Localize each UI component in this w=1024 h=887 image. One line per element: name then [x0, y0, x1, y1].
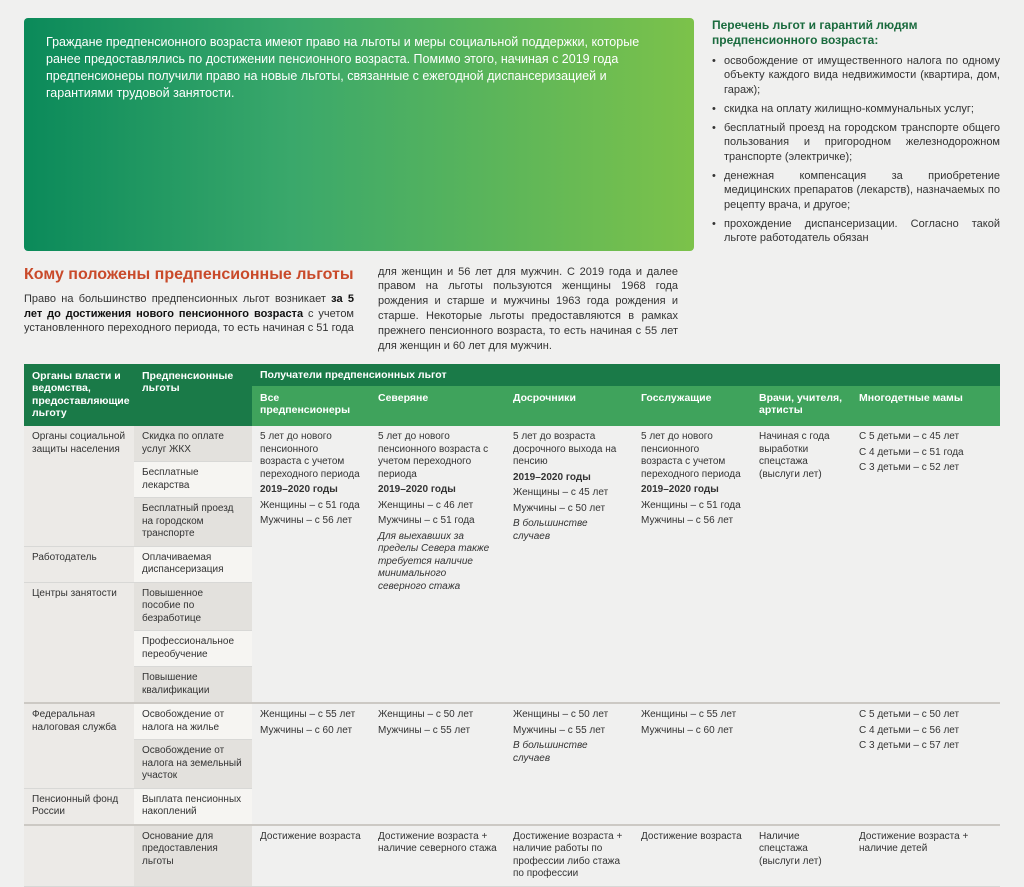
list-item: прохождение диспансеризации. Согласно та… [712, 217, 1000, 246]
cell-north: 5 лет до нового пенсионного возраста с у… [370, 426, 505, 703]
cell-doctors: Наличие спецстажа (выслуги лет) [751, 825, 851, 887]
text: Женщины – с 55 лет [260, 709, 362, 722]
text: С 3 детьми – с 52 лет [859, 462, 992, 475]
cell-benefit: Скидка по оплате услуг ЖКХ [134, 426, 252, 462]
cell-moms: С 5 детьми – с 50 лет С 4 детьми – с 56 … [851, 703, 1000, 825]
cell-benefit: Профессиональное переобучение [134, 631, 252, 667]
cell-all: Достижение возраста [252, 825, 370, 887]
text-bold: 2019–2020 годы [378, 484, 456, 495]
cell-moms: С 5 детьми – с 45 лет С 4 детьми – с 51 … [851, 426, 1000, 703]
th-doctors: Врачи, учителя, артисты [751, 386, 851, 426]
cell-early: Достижение возраста + наличие работы по … [505, 825, 633, 887]
intro-col-right: для женщин и 56 лет для мужчин. С 2019 г… [378, 265, 678, 354]
text: Мужчины – с 50 лет [513, 503, 625, 516]
cell-benefit: Выплата пенсионных накоплений [134, 788, 252, 825]
intro-col-left: Кому положены предпенсионные льготы Прав… [24, 265, 354, 354]
cell-north: Женщины – с 50 лет Мужчины – с 55 лет [370, 703, 505, 825]
text-italic: В большинстве случаев [513, 740, 588, 764]
table: Органы власти и ведомства, предоставляющ… [24, 364, 1000, 887]
text: Женщины – с 51 года [260, 500, 362, 513]
benefits-list: Перечень льгот и гарантий людям предпенс… [712, 18, 1000, 251]
cell-all: 5 лет до нового пенсионного возраста с у… [252, 426, 370, 703]
text: Женщины – с 55 лет [641, 709, 743, 722]
th-all: Все предпенсионеры [252, 386, 370, 426]
intro-para-right: для женщин и 56 лет для мужчин. С 2019 г… [378, 265, 678, 354]
text-bold: 2019–2020 годы [513, 472, 591, 483]
cell-moms: Достижение возраста + наличие детей [851, 825, 1000, 887]
text: Женщины – с 50 лет [378, 709, 497, 722]
cell-early: 5 лет до возраста досрочного выхода на п… [505, 426, 633, 703]
list-item: скидка на оплату жилищно-коммунальных ус… [712, 102, 1000, 116]
th-recipients: Получатели предпенсионных льгот [252, 364, 1000, 386]
intro-columns: Кому положены предпенсионные льготы Прав… [24, 265, 1000, 354]
cell-benefit: Оплачиваемая диспансеризация [134, 546, 252, 582]
cell-authority: Пенсионный фонд России [24, 788, 134, 825]
text: Право на большинство предпенсионных льго… [24, 293, 331, 305]
text: Женщины – с 51 года [641, 500, 743, 513]
text: Женщины – с 50 лет [513, 709, 625, 722]
cell-doctors: Начиная с года выработки спецстажа (высл… [751, 426, 851, 703]
th-early: Досрочники [505, 386, 633, 426]
spacer [702, 265, 1000, 354]
text-bold: 2019–2020 годы [641, 484, 719, 495]
top-row: Граждане предпенсионного возраста имеют … [24, 18, 1000, 251]
cell-benefit: Освобождение от налога на земельный учас… [134, 740, 252, 789]
text: Мужчины – с 51 года [378, 515, 497, 528]
th-authority: Органы власти и ведомства, предоставляющ… [24, 364, 134, 426]
cell-gov: Женщины – с 55 лет Мужчины – с 60 лет [633, 703, 751, 825]
cell-authority: Работодатель [24, 546, 134, 582]
text: Мужчины – с 55 лет [378, 725, 497, 738]
benefits-list-items: освобождение от имущественного налога по… [712, 54, 1000, 246]
cell-benefit: Освобождение от налога на жилье [134, 703, 252, 740]
cell-doctors [751, 703, 851, 825]
text-bold: 2019–2020 годы [260, 484, 338, 495]
cell-early: Женщины – с 50 лет Мужчины – с 55 лет В … [505, 703, 633, 825]
page: Граждане предпенсионного возраста имеют … [0, 0, 1024, 725]
cell-benefit: Повышение квалификации [134, 667, 252, 704]
text: Начиная с года выработки спецстажа (высл… [759, 431, 843, 481]
text: 5 лет до нового пенсионного возраста с у… [260, 431, 362, 481]
th-gov: Госслужащие [633, 386, 751, 426]
text: Женщины – с 45 лет [513, 487, 625, 500]
th-benefit: Предпенсионные льготы [134, 364, 252, 426]
cell-authority [24, 825, 134, 887]
text: 5 лет до нового пенсионного возраста с у… [641, 431, 743, 481]
benefits-table: Органы власти и ведомства, предоставляющ… [24, 364, 1000, 887]
text: 5 лет до нового пенсионного возраста с у… [378, 431, 497, 481]
intro-banner: Граждане предпенсионного возраста имеют … [24, 18, 694, 251]
text: С 5 детьми – с 45 лет [859, 431, 992, 444]
list-item: освобождение от имущественного налога по… [712, 54, 1000, 97]
text: 5 лет до возраста досрочного выхода на п… [513, 431, 625, 469]
th-north: Северяне [370, 386, 505, 426]
text: Мужчины – с 55 лет [513, 725, 625, 738]
text: Мужчины – с 60 лет [641, 725, 743, 738]
text: С 5 детьми – с 50 лет [859, 709, 992, 722]
list-item: бесплатный проезд на городском транспорт… [712, 121, 1000, 164]
cell-benefit: Бесплатные лекарства [134, 462, 252, 498]
cell-authority: Федеральная налоговая служба [24, 703, 134, 788]
cell-authority: Центры занятости [24, 582, 134, 703]
th-moms: Многодетные мамы [851, 386, 1000, 426]
intro-para-left: Право на большинство предпенсионных льго… [24, 292, 354, 337]
text: С 4 детьми – с 51 года [859, 447, 992, 460]
cell-benefit: Бесплатный проезд на городском транспорт… [134, 498, 252, 547]
text: Мужчины – с 56 лет [641, 515, 743, 528]
section-title: Кому положены предпенсионные льготы [24, 265, 354, 284]
text-italic: В большинстве случаев [513, 518, 588, 542]
text: С 3 детьми – с 57 лет [859, 740, 992, 753]
cell-benefit: Повышенное пособие по безработице [134, 582, 252, 631]
text: С 4 детьми – с 56 лет [859, 725, 992, 738]
cell-all: Женщины – с 55 лет Мужчины – с 60 лет [252, 703, 370, 825]
cell-gov: Достижение возраста [633, 825, 751, 887]
cell-authority: Органы социальной защиты населения [24, 426, 134, 546]
list-item: денежная компенсация за приобретение мед… [712, 169, 1000, 212]
cell-benefit: Основание для предоставления льготы [134, 825, 252, 887]
text: Мужчины – с 56 лет [260, 515, 362, 528]
text-italic: Для выехавших за пределы Севера также тр… [378, 531, 489, 592]
cell-gov: 5 лет до нового пенсионного возраста с у… [633, 426, 751, 703]
text: Мужчины – с 60 лет [260, 725, 362, 738]
benefits-list-title: Перечень льгот и гарантий людям предпенс… [712, 18, 1000, 48]
text: Женщины – с 46 лет [378, 500, 497, 513]
cell-north: Достижение возраста + наличие северного … [370, 825, 505, 887]
